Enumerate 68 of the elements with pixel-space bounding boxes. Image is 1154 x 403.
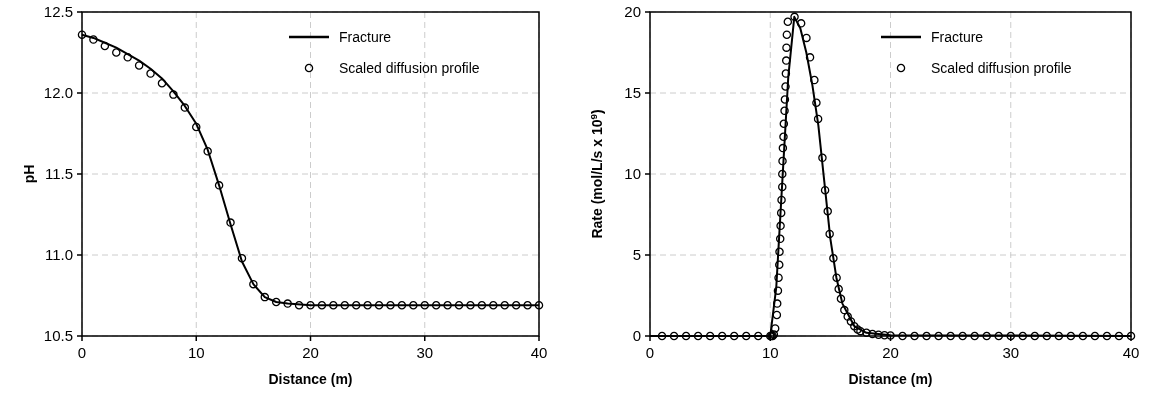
point <box>146 69 155 78</box>
y-tick-label: 5 <box>632 246 641 263</box>
point <box>169 90 178 99</box>
x-tick-label: 0 <box>77 344 87 361</box>
point <box>306 300 315 310</box>
point <box>340 300 350 310</box>
legend-label: Scaled diffusion profile <box>339 60 480 76</box>
point <box>466 300 475 310</box>
y-axis-title: pH <box>21 164 37 184</box>
x-tick-label: 10 <box>761 344 779 361</box>
y-tick-label: 10 <box>624 165 641 182</box>
point <box>271 297 281 307</box>
x-tick-label: 40 <box>1122 344 1140 361</box>
x-tick-label: 10 <box>187 344 205 361</box>
y-tick-label: 12.0 <box>43 84 73 101</box>
y-tick-label: 15 <box>624 84 641 101</box>
x-axis-title: Distance (m) <box>848 371 933 387</box>
point <box>420 300 429 310</box>
x-tick-label: 40 <box>530 344 548 361</box>
point <box>409 300 418 310</box>
legend-label: Fracture <box>339 29 392 45</box>
point <box>363 300 372 310</box>
point <box>203 147 212 156</box>
point <box>477 300 487 310</box>
y-tick-label: 11.5 <box>44 165 73 182</box>
y-tick-label: 11.0 <box>44 246 73 263</box>
point <box>500 300 509 310</box>
point <box>351 300 361 310</box>
y-tick-label: 12.5 <box>43 3 73 20</box>
point <box>214 181 224 190</box>
point <box>157 79 167 88</box>
point <box>534 300 544 310</box>
x-axis-title: Distance (m) <box>268 371 353 387</box>
x-tick-label: 20 <box>882 344 899 361</box>
point <box>454 300 464 310</box>
point <box>226 218 235 227</box>
point <box>100 41 110 51</box>
point <box>386 300 395 310</box>
x-tick-label: 30 <box>1002 344 1020 361</box>
point <box>89 35 98 44</box>
point <box>134 61 144 70</box>
x-tick-label: 0 <box>645 344 655 361</box>
point <box>317 300 327 310</box>
point <box>180 103 190 112</box>
point <box>237 254 247 263</box>
y-tick-label: 20 <box>624 3 641 20</box>
x-tick-label: 20 <box>302 344 319 361</box>
point <box>294 300 304 310</box>
point <box>249 279 258 289</box>
point <box>431 300 441 310</box>
point <box>489 300 498 310</box>
point <box>260 292 270 302</box>
point <box>77 30 87 39</box>
point <box>192 122 201 132</box>
point <box>123 53 132 62</box>
point <box>112 48 121 57</box>
x-tick-label: 30 <box>416 344 434 361</box>
point <box>523 300 532 310</box>
point <box>443 300 452 310</box>
point <box>511 300 521 310</box>
point <box>397 300 407 310</box>
legend-label: Fracture <box>931 29 984 45</box>
y-tick-label: 10.5 <box>43 327 73 344</box>
point <box>374 300 384 310</box>
point <box>329 300 338 310</box>
legend-label: Scaled diffusion profile <box>931 60 1072 76</box>
y-tick-label: 0 <box>632 327 641 344</box>
point <box>283 299 292 308</box>
